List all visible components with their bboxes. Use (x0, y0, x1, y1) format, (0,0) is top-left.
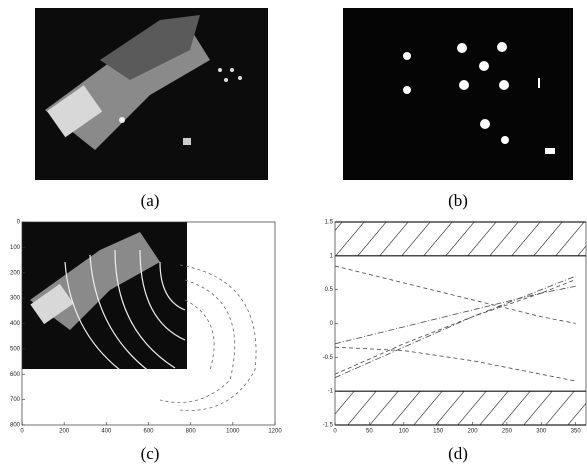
trajectory (334, 265, 576, 324)
trajectory (334, 275, 576, 378)
x-tick-label: 1200 (268, 429, 282, 435)
y-tick-label: -1 (328, 389, 334, 395)
trajectory (334, 285, 576, 345)
trajectory (334, 279, 576, 375)
x-tick-label: 800 (186, 429, 197, 435)
y-tick-label: 800 (10, 423, 21, 429)
photo-b (343, 8, 573, 180)
trajectory (334, 346, 576, 382)
y-tick-label: 0.5 (325, 287, 334, 293)
y-tick-label: -0.5 (323, 355, 334, 361)
y-tick-label: 0 (330, 321, 334, 327)
x-tick-label: 50 (366, 429, 373, 435)
y-tick-label: 600 (10, 372, 21, 378)
y-tick-label: 1 (330, 253, 334, 259)
y-tick-label: 400 (10, 321, 21, 327)
hatched-region (335, 222, 586, 256)
x-tick-label: 100 (399, 429, 410, 435)
caption: (a) (141, 191, 160, 210)
y-tick-label: 1.5 (325, 220, 334, 226)
y-tick-label: 700 (10, 397, 21, 403)
image-overlay (22, 222, 257, 411)
x-tick-label: 200 (468, 429, 479, 435)
x-tick-label: 150 (433, 429, 444, 435)
x-tick-label: 250 (502, 429, 513, 435)
y-tick-label: 0 (17, 220, 21, 226)
caption: (d) (448, 444, 468, 463)
y-tick-label: 100 (10, 245, 21, 251)
caption: (b) (448, 191, 468, 210)
photo-a (35, 8, 268, 180)
x-tick-label: 300 (536, 429, 547, 435)
x-tick-label: 600 (143, 429, 154, 435)
caption: (c) (141, 444, 160, 463)
x-tick-label: 350 (571, 429, 582, 435)
x-tick-label: 400 (101, 429, 112, 435)
y-tick-label: 200 (10, 270, 21, 276)
x-tick-label: 1000 (226, 429, 240, 435)
hatched-region (335, 391, 586, 425)
x-tick-label: 200 (59, 429, 70, 435)
y-tick-label: 500 (10, 346, 21, 352)
x-tick-label: 0 (20, 429, 24, 435)
y-tick-label: -1.5 (323, 423, 334, 429)
x-tick-label: 0 (333, 429, 337, 435)
y-tick-label: 300 (10, 296, 21, 302)
